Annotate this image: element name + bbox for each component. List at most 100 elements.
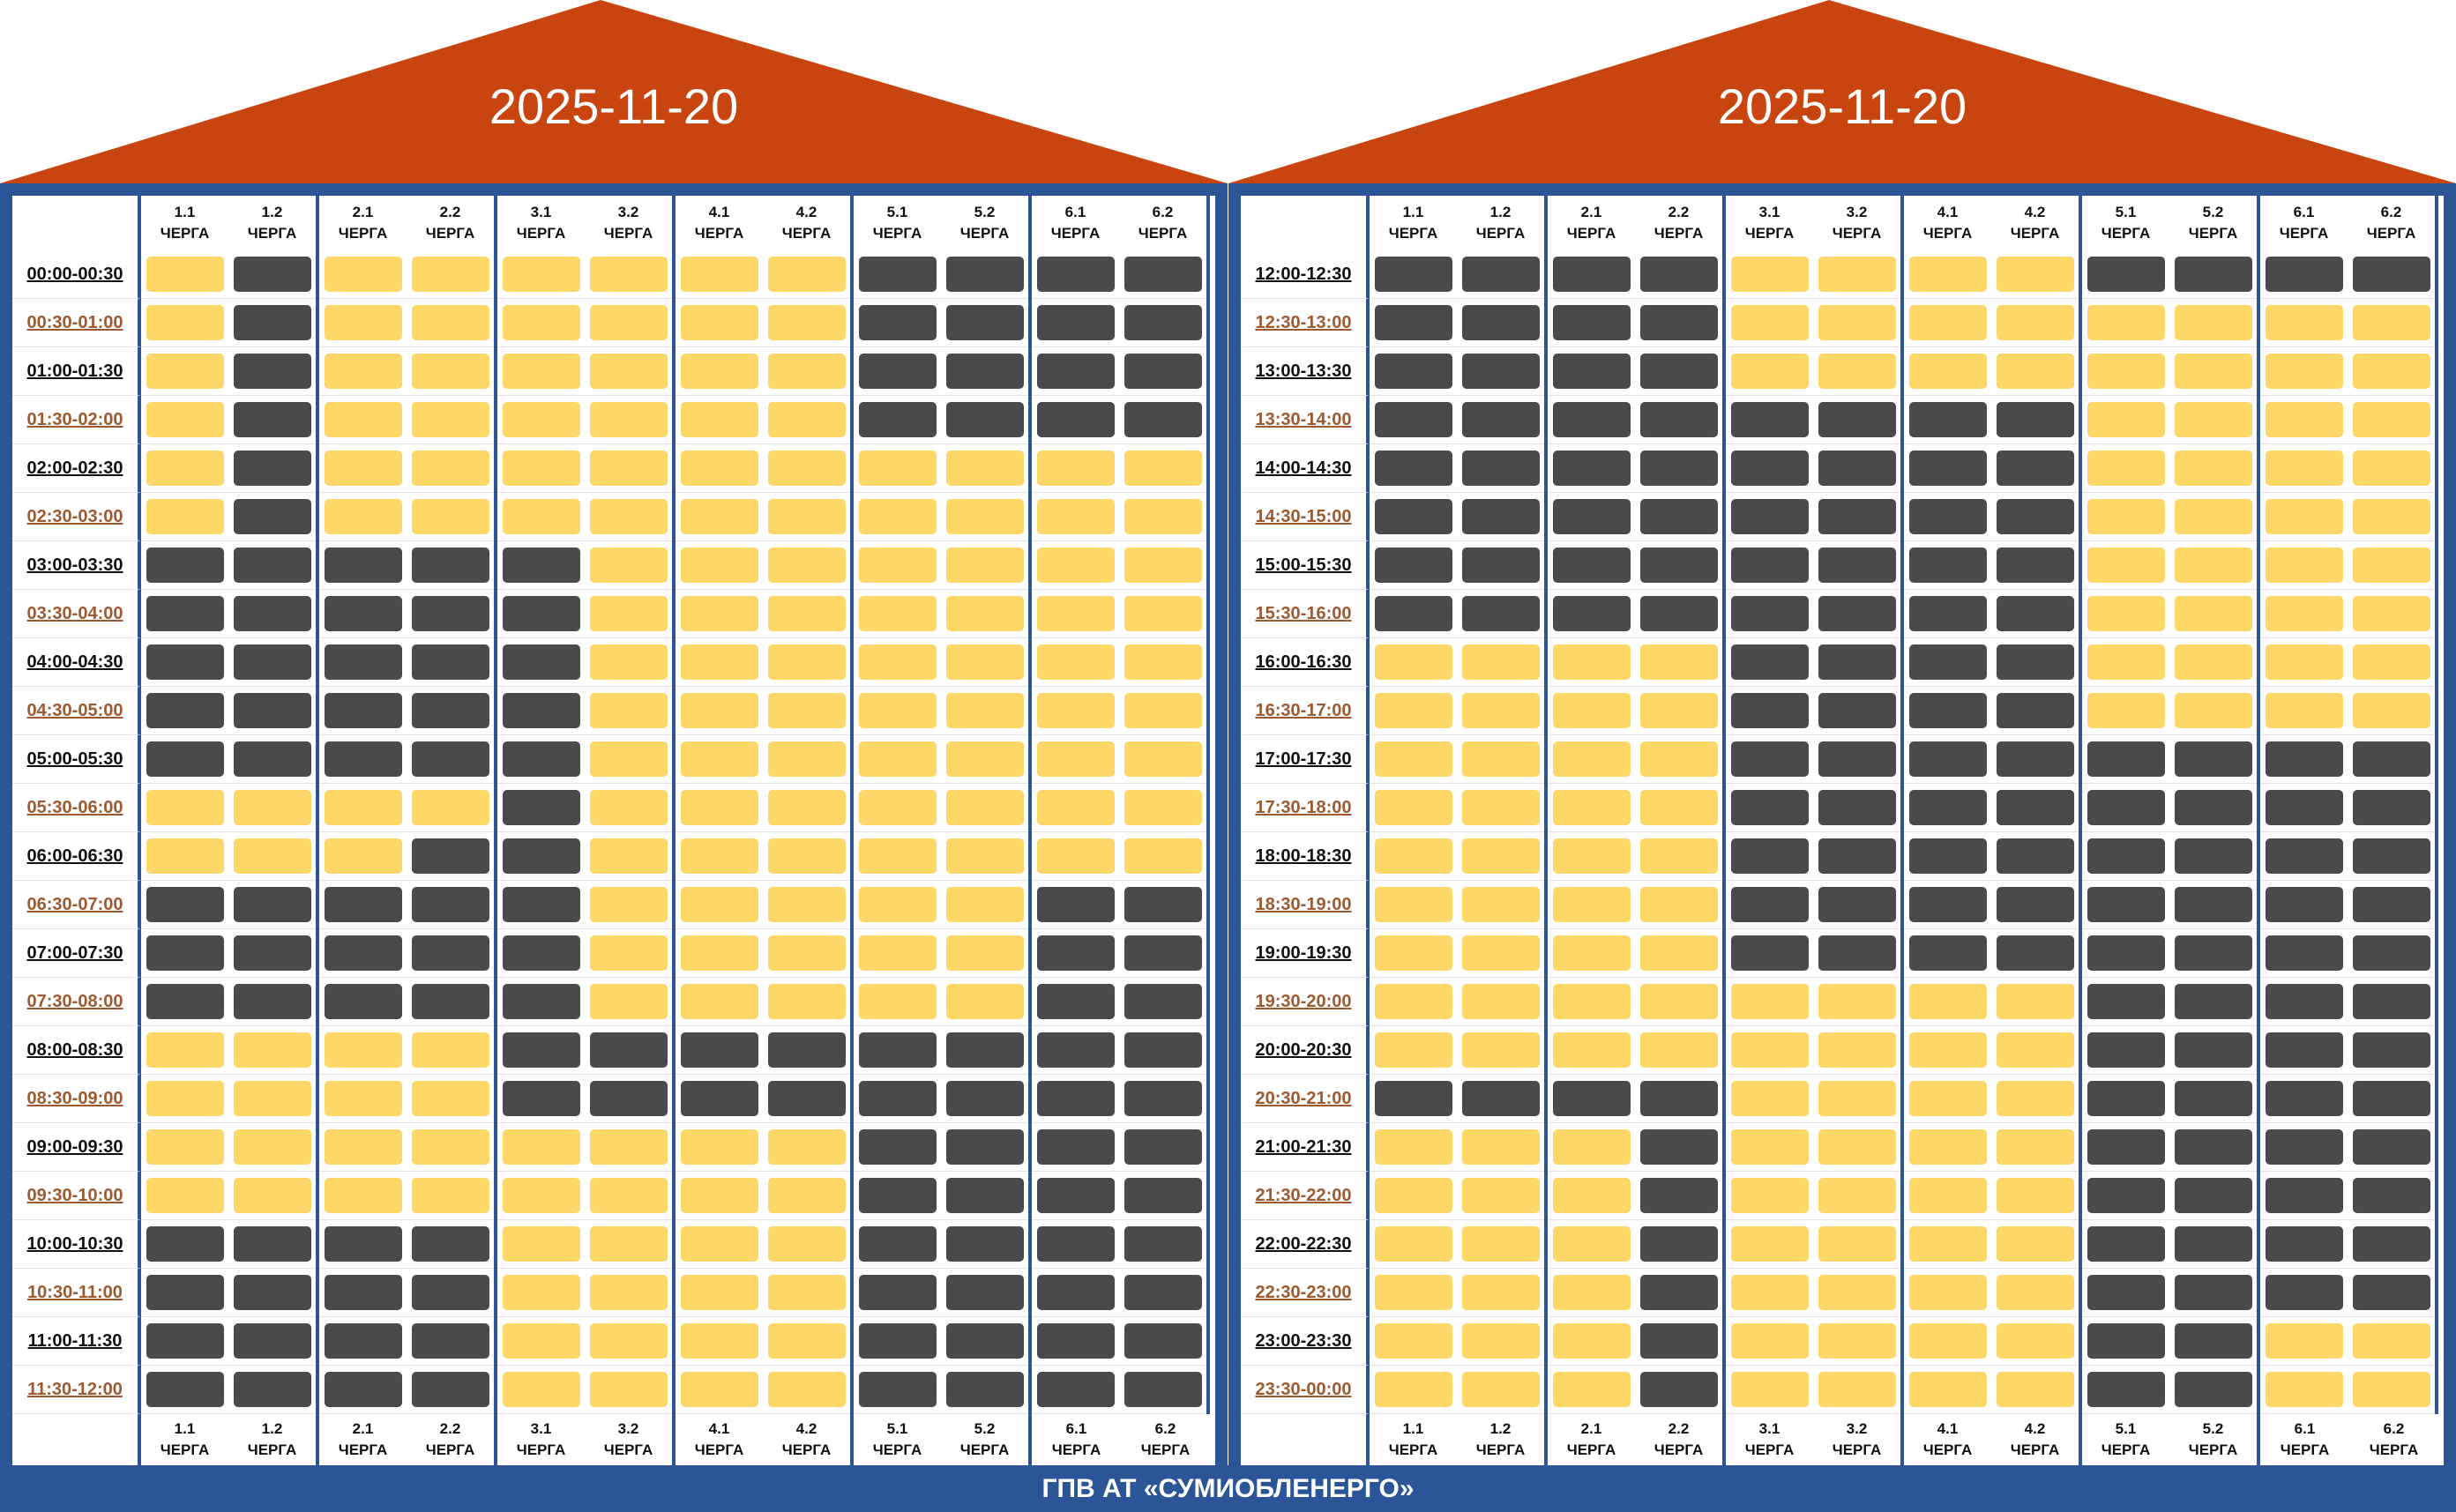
time-slot-label: 03:00-03:30: [12, 541, 141, 590]
queue-word: ЧЕРГА: [338, 1441, 388, 1458]
power-on-block: [680, 354, 758, 389]
queue-word: ЧЕРГА: [1832, 225, 1882, 242]
queue-group-cells: [676, 541, 854, 590]
queue-word: ЧЕРГА: [603, 1441, 653, 1458]
cell-pair: [676, 638, 850, 687]
outage-block: [2265, 887, 2343, 922]
power-on-block: [1552, 741, 1631, 777]
cell-pair: [2260, 1123, 2435, 1172]
queue-group-cells: [141, 347, 319, 396]
cell-pair: [1548, 978, 1722, 1026]
cell-pair: [141, 687, 316, 735]
outage-block: [324, 1226, 402, 1262]
cell-pair: [497, 784, 672, 832]
schedule-cell: [676, 784, 763, 831]
queue-header-pair: 1.1 ЧЕРГА 1.2 ЧЕРГА: [1370, 196, 1544, 250]
schedule-cell: [228, 1269, 316, 1316]
schedule-cell: [141, 832, 228, 880]
queue-group-cells: [141, 299, 319, 347]
schedule-cell: [2260, 832, 2348, 880]
outage-block: [1036, 305, 1115, 340]
queue-number: 2.1: [352, 204, 374, 220]
power-on-block: [1374, 644, 1452, 680]
outage-block: [2265, 935, 2343, 971]
power-on-block: [1374, 741, 1452, 777]
queue-group-cells: [1032, 590, 1210, 638]
queue-group-cells: [141, 832, 319, 881]
outage-block: [2265, 984, 2343, 1019]
schedule-cell: [319, 1269, 407, 1316]
queue-group-cells: [2260, 541, 2438, 590]
cell-pair: [141, 1172, 316, 1220]
power-on-block: [411, 305, 489, 340]
schedule-cell: [497, 832, 585, 880]
queue-header-pair: 2.1 ЧЕРГА 2.2 ЧЕРГА: [1548, 1414, 1722, 1465]
power-on-block: [767, 547, 846, 583]
schedule-cell: [1548, 396, 1635, 443]
schedule-cell: [2260, 1026, 2348, 1074]
power-on-block: [1908, 354, 1987, 389]
schedule-cell: [585, 299, 672, 346]
schedule-cell: [497, 250, 585, 298]
schedule-cell: [2260, 638, 2348, 686]
cell-pair: [676, 1123, 850, 1172]
power-on-block: [589, 1129, 668, 1165]
queue-word: ЧЕРГА: [247, 1441, 297, 1458]
power-on-block: [589, 838, 668, 874]
schedule-cell: [1991, 735, 2079, 783]
cell-pair: [1032, 1366, 1206, 1414]
power-on-block: [411, 1081, 489, 1116]
time-slot-label: 09:30-10:00: [12, 1172, 141, 1220]
schedule-cell: [2082, 784, 2169, 831]
power-on-block: [1374, 1032, 1452, 1068]
outage-block: [945, 257, 1024, 292]
schedule-cell: [319, 1123, 407, 1171]
cell-pair: [1548, 929, 1722, 978]
power-on-block: [146, 305, 224, 340]
queue-group-cells: [1904, 929, 2082, 978]
cell-pair: [1548, 881, 1722, 929]
schedule-cell: [676, 978, 763, 1025]
power-on-block: [1461, 1275, 1540, 1310]
cell-pair: [2082, 1026, 2257, 1075]
power-on-block: [1374, 887, 1452, 922]
queue-header-pair: 5.1 ЧЕРГА 5.2 ЧЕРГА: [854, 196, 1028, 250]
schedule-cell: [1548, 250, 1635, 298]
cell-pair: [1904, 929, 2079, 978]
queue-group-header: 6.1 ЧЕРГА 6.2 ЧЕРГА: [2260, 196, 2438, 250]
outage-block: [858, 1129, 937, 1165]
queue-word: ЧЕРГА: [781, 1441, 832, 1458]
outage-block: [1996, 644, 2074, 680]
outage-block: [411, 984, 489, 1019]
outage-block: [1730, 451, 1809, 486]
queue-group-cells: [1032, 929, 1210, 978]
queue-group-cells: [497, 444, 676, 493]
power-on-block: [1461, 790, 1540, 825]
schedule-cell: [1457, 784, 1544, 831]
schedule-cell: [141, 396, 228, 443]
queue-group-cells: [2260, 687, 2438, 735]
schedule-cell: [1635, 1026, 1722, 1074]
queue-group-cells: [854, 541, 1032, 590]
time-slot-label: 16:00-16:30: [1241, 638, 1370, 687]
outage-block: [411, 887, 489, 922]
schedule-cell: [407, 735, 494, 783]
time-slot-label: 15:00-15:30: [1241, 541, 1370, 590]
queue-header: 4.2 ЧЕРГА: [1991, 196, 2079, 250]
schedule-cell: [319, 1026, 407, 1074]
outage-block: [502, 1032, 580, 1068]
schedule-cell: [1991, 1366, 2079, 1413]
power-on-block: [858, 935, 937, 971]
schedule-cell: [407, 784, 494, 831]
schedule-cell: [1032, 541, 1119, 589]
power-on-block: [1639, 693, 1718, 728]
queue-header: 2.1 ЧЕРГА: [319, 196, 407, 250]
queue-number: 1.2: [1489, 1420, 1512, 1437]
schedule-cell: [1991, 929, 2079, 977]
queue-group-cells: [141, 590, 319, 638]
schedule-cell: [1991, 978, 2079, 1025]
queue-group-cells: [1904, 1123, 2082, 1172]
cell-pair: [1370, 832, 1544, 881]
outage-block: [411, 644, 489, 680]
queue-group-cells: [1726, 1075, 1904, 1123]
